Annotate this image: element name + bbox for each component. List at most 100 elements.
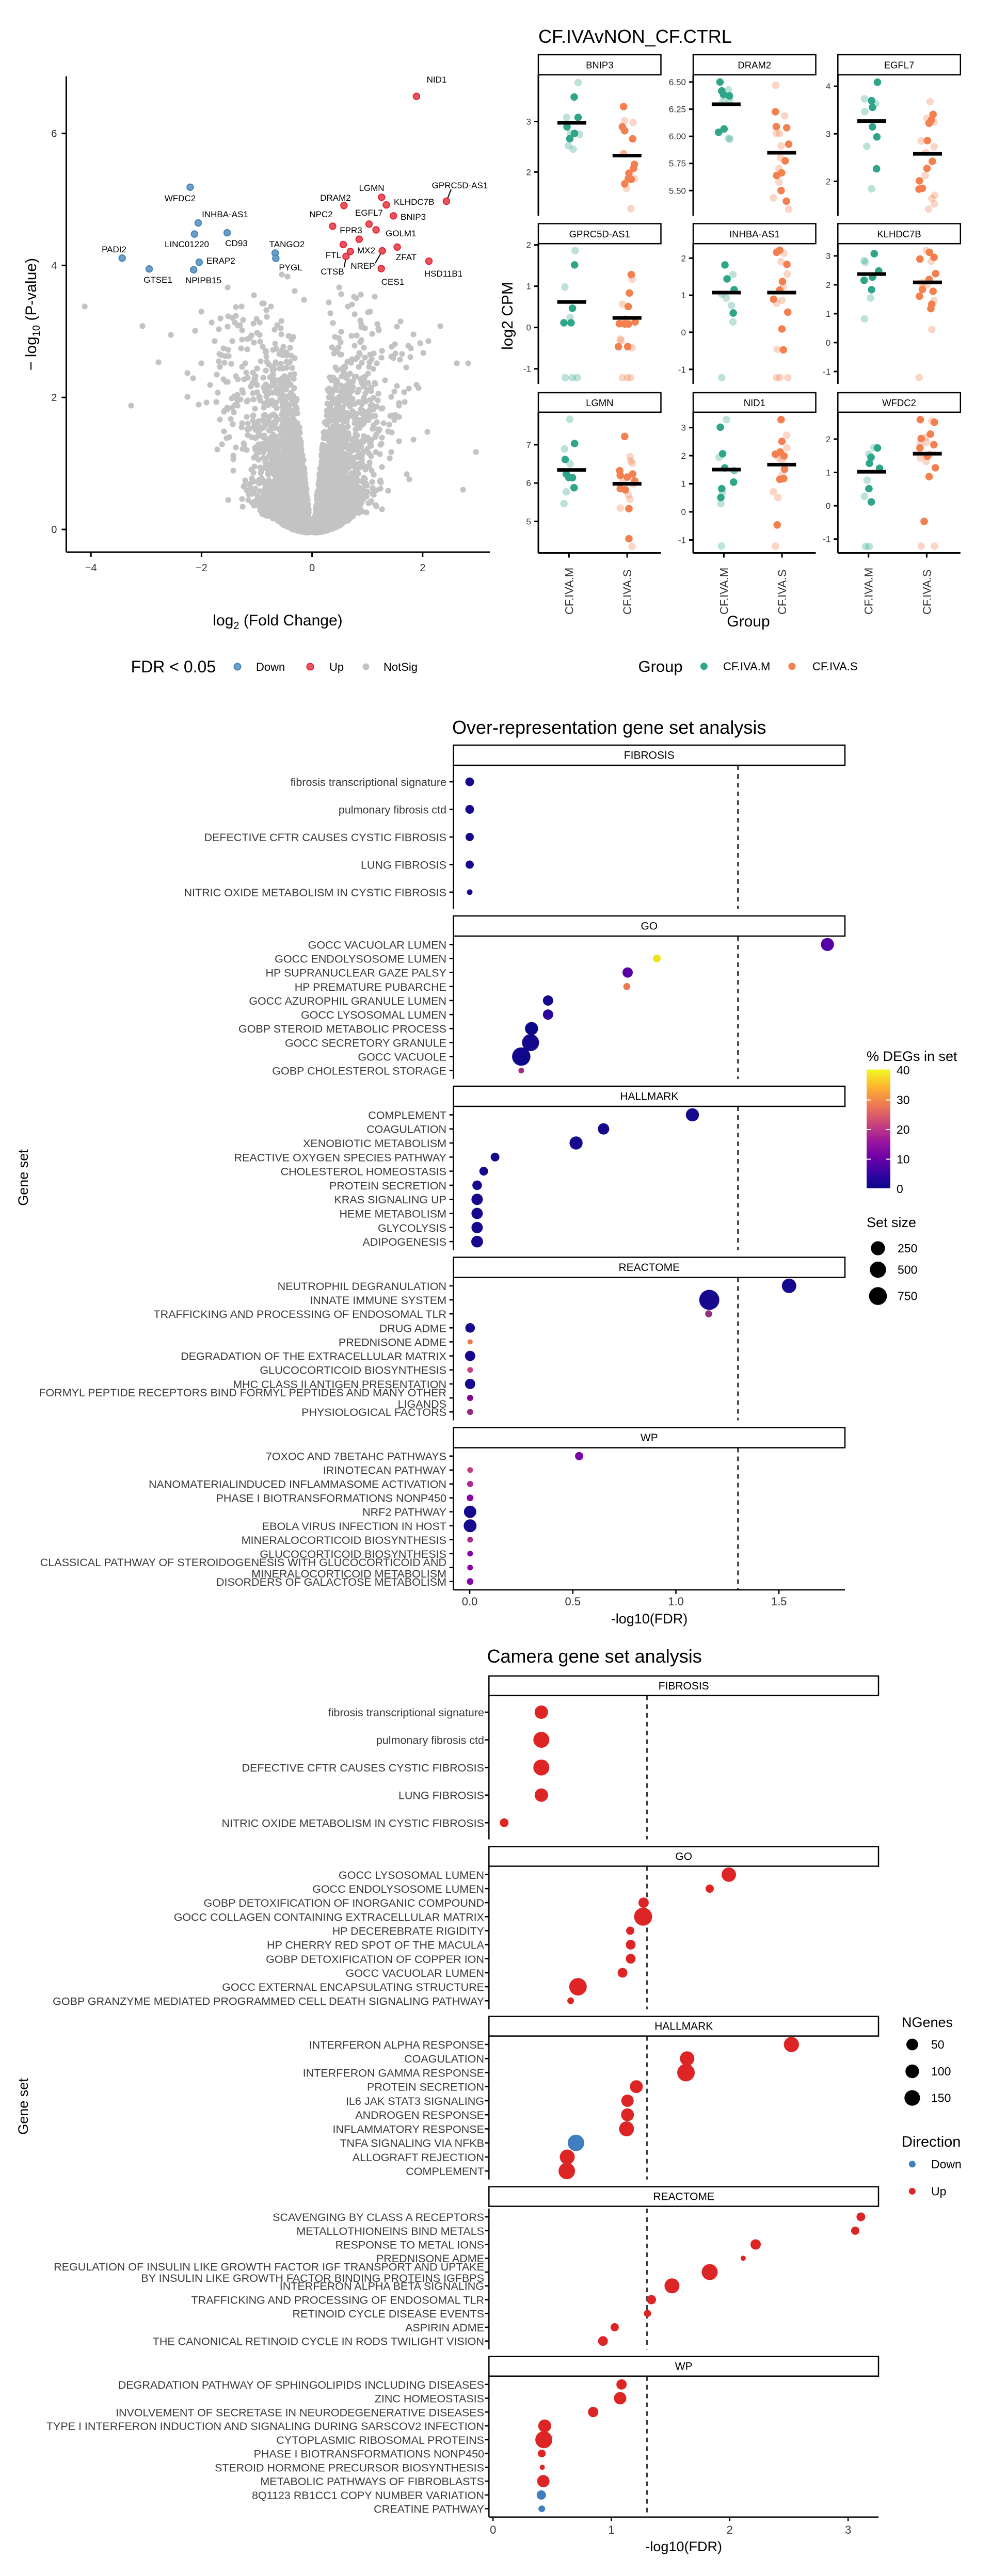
svg-text:COAGULATION: COAGULATION xyxy=(366,1123,446,1136)
svg-text:log2 CPM: log2 CPM xyxy=(499,282,516,350)
svg-text:MINERALOCORTICOID BIOSYNTHESIS: MINERALOCORTICOID BIOSYNTHESIS xyxy=(242,1534,446,1547)
svg-text:fibrosis transcriptional signa: fibrosis transcriptional signature xyxy=(328,1706,484,1719)
svg-text:6.25: 6.25 xyxy=(669,105,686,115)
svg-text:3: 3 xyxy=(681,423,686,433)
svg-text:CF.IVAvNON_CF.CTRL: CF.IVAvNON_CF.CTRL xyxy=(538,26,732,47)
svg-text:100: 100 xyxy=(931,2065,951,2078)
svg-text:1: 1 xyxy=(826,309,830,319)
svg-text:SCAVENGING BY CLASS A RECEPTOR: SCAVENGING BY CLASS A RECEPTORS xyxy=(273,2211,484,2224)
svg-text:ZINC HOMEOSTASIS: ZINC HOMEOSTASIS xyxy=(375,2393,484,2405)
svg-text:HP DECEREBRATE RIGIDITY: HP DECEREBRATE RIGIDITY xyxy=(332,1925,484,1938)
svg-text:DISORDERS OF GALACTOSE METABOL: DISORDERS OF GALACTOSE METABOLISM xyxy=(216,1576,446,1588)
svg-text:NEUTROPHIL DEGRANULATION: NEUTROPHIL DEGRANULATION xyxy=(278,1280,446,1293)
svg-text:GOBP CHOLESTEROL STORAGE: GOBP CHOLESTEROL STORAGE xyxy=(272,1065,446,1077)
svg-text:6.00: 6.00 xyxy=(669,132,686,141)
svg-text:500: 500 xyxy=(898,1263,917,1277)
svg-text:2: 2 xyxy=(826,176,830,186)
svg-text:PHYSIOLOGICAL FACTORS: PHYSIOLOGICAL FACTORS xyxy=(301,1406,446,1419)
svg-text:50: 50 xyxy=(931,2038,945,2051)
svg-text:NREP: NREP xyxy=(350,261,375,271)
svg-text:4: 4 xyxy=(51,260,57,271)
svg-text:2: 2 xyxy=(526,240,531,250)
svg-text:Down: Down xyxy=(931,2158,962,2171)
svg-text:2: 2 xyxy=(681,451,686,461)
svg-text:COMPLEMENT: COMPLEMENT xyxy=(368,1109,446,1121)
svg-text:TRAFFICKING AND PROCESSING OF: TRAFFICKING AND PROCESSING OF ENDOSOMAL … xyxy=(191,2294,484,2307)
svg-text:0: 0 xyxy=(526,323,531,333)
svg-text:INHBA-AS1: INHBA-AS1 xyxy=(202,210,248,219)
svg-text:0: 0 xyxy=(681,507,686,517)
svg-text:CF.IVA.M: CF.IVA.M xyxy=(563,568,576,615)
svg-text:1.5: 1.5 xyxy=(771,1595,787,1608)
svg-text:NID1: NID1 xyxy=(427,75,447,85)
svg-text:LINC01220: LINC01220 xyxy=(165,239,209,249)
svg-text:ALLOGRAFT REJECTION: ALLOGRAFT REJECTION xyxy=(353,2151,484,2164)
svg-text:250: 250 xyxy=(898,1242,917,1255)
svg-text:DRUG ADME: DRUG ADME xyxy=(379,1322,446,1334)
svg-text:XENOBIOTIC METABOLISM: XENOBIOTIC METABOLISM xyxy=(303,1137,446,1150)
svg-text:PREDNISONE ADME: PREDNISONE ADME xyxy=(339,1336,446,1348)
svg-text:-1: -1 xyxy=(523,364,531,374)
svg-text:10: 10 xyxy=(897,1152,910,1166)
svg-text:2: 2 xyxy=(526,167,531,177)
svg-text:GPRC5D-AS1: GPRC5D-AS1 xyxy=(432,181,488,190)
svg-text:METALLOTHIONEINS BIND METALS: METALLOTHIONEINS BIND METALS xyxy=(296,2225,484,2237)
svg-text:PREDNISONE ADME: PREDNISONE ADME xyxy=(376,2252,484,2265)
svg-text:GOCC AZUROPHIL GRANULE LUMEN: GOCC AZUROPHIL GRANULE LUMEN xyxy=(249,995,446,1007)
svg-text:HEME METABOLISM: HEME METABOLISM xyxy=(340,1208,446,1220)
svg-text:NITRIC OXIDE METABOLISM IN CYS: NITRIC OXIDE METABOLISM IN CYSTIC FIBROS… xyxy=(222,1817,485,1829)
svg-text:GO: GO xyxy=(675,1851,692,1863)
svg-text:-1: -1 xyxy=(823,367,830,377)
svg-text:PROTEIN SECRETION: PROTEIN SECRETION xyxy=(329,1180,446,1192)
svg-text:40: 40 xyxy=(897,1064,910,1077)
svg-text:CF.IVA.S: CF.IVA.S xyxy=(920,569,933,615)
svg-text:GO: GO xyxy=(641,921,658,932)
svg-text:GOCC LYSOSOMAL LUMEN: GOCC LYSOSOMAL LUMEN xyxy=(301,1009,446,1021)
svg-text:ASPIRIN ADME: ASPIRIN ADME xyxy=(405,2322,484,2334)
svg-text:GOCC VACUOLAR LUMEN: GOCC VACUOLAR LUMEN xyxy=(308,939,446,951)
svg-text:LGMN: LGMN xyxy=(359,183,384,193)
svg-text:NID1: NID1 xyxy=(744,397,765,408)
svg-text:DEFECTIVE CFTR CAUSES CYSTIC F: DEFECTIVE CFTR CAUSES CYSTIC FIBROSIS xyxy=(242,1762,484,1774)
svg-text:−2: −2 xyxy=(196,562,207,574)
svg-text:1: 1 xyxy=(826,468,830,478)
svg-text:1: 1 xyxy=(526,282,531,292)
svg-text:GOLM1: GOLM1 xyxy=(386,229,417,238)
svg-text:STEROID HORMONE PRECURSOR BIOS: STEROID HORMONE PRECURSOR BIOSYNTHESIS xyxy=(215,2461,484,2474)
svg-text:EBOLA VIRUS INFECTION IN HOST: EBOLA VIRUS INFECTION IN HOST xyxy=(262,1520,446,1533)
svg-text:GOCC LYSOSOMAL LUMEN: GOCC LYSOSOMAL LUMEN xyxy=(339,1869,484,1881)
svg-text:LGMN: LGMN xyxy=(586,397,613,408)
svg-text:BNIP3: BNIP3 xyxy=(401,212,426,222)
svg-text:0: 0 xyxy=(51,524,57,536)
svg-text:6.50: 6.50 xyxy=(669,77,686,87)
svg-text:THE CANONICAL RETINOID CYCLE I: THE CANONICAL RETINOID CYCLE IN RODS TWI… xyxy=(153,2336,484,2348)
svg-text:GOCC VACUOLE: GOCC VACUOLE xyxy=(358,1051,446,1064)
svg-text:LIGANDS: LIGANDS xyxy=(398,1398,446,1410)
svg-text:HALLMARK: HALLMARK xyxy=(620,1091,678,1103)
svg-text:− log10 (P-value): − log10 (P-value) xyxy=(23,258,42,371)
svg-text:CREATINE PATHWAY: CREATINE PATHWAY xyxy=(374,2503,484,2516)
svg-text:PHASE I BIOTRANSFORMATIONS NON: PHASE I BIOTRANSFORMATIONS NONP450 xyxy=(254,2448,484,2460)
svg-text:Up: Up xyxy=(329,661,344,673)
svg-text:7OXOC AND 7BETAHC PATHWAYS: 7OXOC AND 7BETAHC PATHWAYS xyxy=(266,1451,446,1463)
svg-text:fibrosis transcriptional signa: fibrosis transcriptional signature xyxy=(291,776,446,788)
svg-text:CF.IVA.S: CF.IVA.S xyxy=(776,569,789,615)
svg-text:CD93: CD93 xyxy=(225,238,247,248)
svg-text:-1: -1 xyxy=(823,535,830,544)
svg-text:DEGRADATION PATHWAY OF SPHINGO: DEGRADATION PATHWAY OF SPHINGOLIPIDS INC… xyxy=(118,2379,484,2391)
svg-text:1: 1 xyxy=(681,291,686,300)
svg-text:MX2: MX2 xyxy=(357,246,375,255)
svg-text:RETINOID CYCLE DISEASE EVENTS: RETINOID CYCLE DISEASE EVENTS xyxy=(292,2308,484,2320)
svg-text:TNFA SIGNALING VIA NFKB: TNFA SIGNALING VIA NFKB xyxy=(340,2137,484,2150)
svg-text:3: 3 xyxy=(826,129,830,139)
svg-text:GOBP DETOXIFICATION OF INORGAN: GOBP DETOXIFICATION OF INORGANIC COMPOUN… xyxy=(203,1897,484,1909)
svg-text:CLASSICAL PATHWAY OF STEROIDOG: CLASSICAL PATHWAY OF STEROIDOGENESIS WIT… xyxy=(40,1556,446,1569)
svg-text:HP SUPRANUCLEAR GAZE PALSY: HP SUPRANUCLEAR GAZE PALSY xyxy=(266,967,446,979)
svg-text:CF.IVA.S: CF.IVA.S xyxy=(621,569,634,615)
svg-text:BY INSULIN LIKE GROWTH FACTOR: BY INSULIN LIKE GROWTH FACTOR BINDING PR… xyxy=(141,2272,484,2284)
svg-text:GLUCOCORTICOID BIOSYNTHESIS: GLUCOCORTICOID BIOSYNTHESIS xyxy=(260,1548,446,1560)
svg-text:INVOLVEMENT OF SECRETASE IN NE: INVOLVEMENT OF SECRETASE IN NEURODEGENER… xyxy=(116,2406,484,2419)
svg-text:CTSB: CTSB xyxy=(321,267,344,277)
svg-text:-1: -1 xyxy=(678,535,686,545)
svg-text:CF.IVA.M: CF.IVA.M xyxy=(862,568,875,615)
